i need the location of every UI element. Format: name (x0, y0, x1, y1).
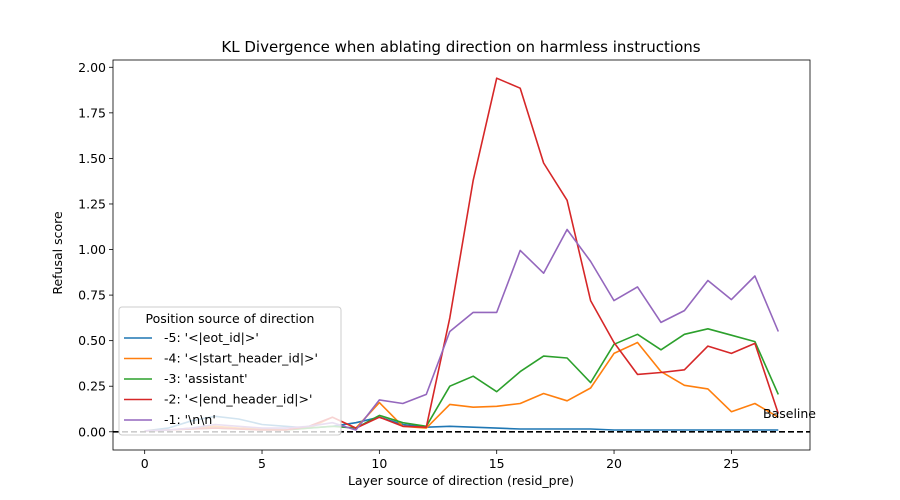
legend-entry-label: -4: '<|start_header_id|>' (164, 351, 318, 366)
legend-entry-label: -5: '<|eot_id|>' (164, 330, 259, 345)
y-tick-label: 1.50 (78, 151, 106, 166)
y-tick-label: 0.25 (78, 379, 106, 394)
legend-title: Position source of direction (146, 311, 315, 326)
legend-entry-label: -3: 'assistant' (164, 371, 248, 386)
y-axis-label: Refusal score (50, 211, 65, 295)
legend-entry-label: -2: '<|end_header_id|>' (164, 392, 312, 407)
chart-title: KL Divergence when ablating direction on… (221, 38, 700, 56)
y-tick-label: 0.00 (78, 424, 106, 439)
x-tick-label: 25 (723, 456, 739, 471)
x-tick-label: 0 (141, 456, 149, 471)
y-tick-label: 2.00 (78, 60, 106, 75)
legend-entry-label: -1: '\n\n' (164, 412, 216, 427)
y-tick-label: 0.50 (78, 333, 106, 348)
x-tick-label: 10 (371, 456, 387, 471)
x-tick-label: 15 (489, 456, 505, 471)
x-tick-label: 5 (258, 456, 266, 471)
y-tick-label: 0.75 (78, 288, 106, 303)
legend: Position source of direction -5: '<|eot_… (118, 306, 342, 436)
y-tick-label: 1.25 (78, 196, 106, 211)
y-tick-label: 1.00 (78, 242, 106, 257)
x-axis-label: Layer source of direction (resid_pre) (348, 473, 574, 488)
x-tick-label: 20 (606, 456, 622, 471)
plot-area: 0 5 10 15 20 25 0.00 0.25 0.50 0.75 1.00 1.25 1.50 1.… (78, 59, 811, 471)
axes-frame (112, 59, 811, 451)
y-tick-label: 1.75 (78, 105, 106, 120)
legend-frame (118, 306, 342, 436)
baseline-label: Baseline (763, 406, 816, 421)
